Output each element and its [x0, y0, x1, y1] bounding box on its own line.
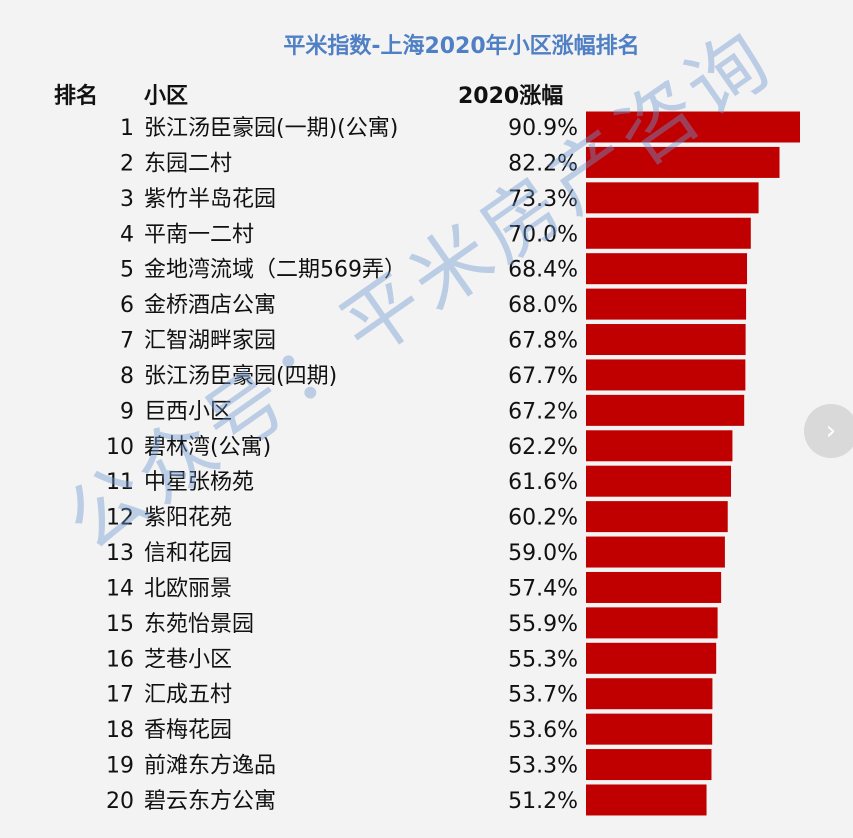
rank-label: 16: [106, 647, 134, 672]
category-label: 金地湾流域（二期569弄）: [144, 258, 406, 283]
category-label: 东园二村: [144, 151, 232, 176]
value-label: 62.2%: [508, 435, 578, 460]
header-value: 2020涨幅: [458, 84, 564, 109]
bar: [586, 324, 746, 356]
next-button[interactable]: ›: [804, 404, 853, 458]
value-label: 60.2%: [508, 506, 578, 531]
value-label: 67.7%: [508, 364, 578, 389]
category-label: 北欧丽景: [144, 576, 232, 601]
bar: [586, 536, 725, 568]
chart-title: 平米指数-上海2020年小区涨幅排名: [283, 34, 640, 59]
rank-label: 13: [106, 541, 134, 566]
value-label: 67.8%: [508, 329, 578, 354]
rank-label: 10: [106, 435, 134, 460]
value-label: 90.9%: [508, 116, 578, 141]
category-label: 紫竹半岛花园: [144, 187, 276, 212]
category-label: 芝巷小区: [144, 647, 232, 672]
category-label: 前滩东方逸品: [144, 754, 276, 779]
value-label: 51.2%: [508, 789, 578, 814]
category-label: 信和花园: [144, 541, 232, 566]
rank-label: 4: [120, 222, 134, 247]
value-label: 57.4%: [508, 576, 578, 601]
category-label: 金桥酒店公寓: [144, 293, 276, 318]
rank-label: 20: [106, 789, 134, 814]
bar: [586, 359, 746, 391]
rank-label: 1: [120, 116, 134, 141]
bar: [586, 571, 722, 603]
rank-label: 17: [106, 683, 134, 708]
bar: [586, 501, 728, 533]
rank-label: 7: [120, 329, 134, 354]
bar: [586, 749, 712, 781]
value-label: 82.2%: [508, 151, 578, 176]
category-label: 中星张杨苑: [144, 470, 254, 495]
value-label: 53.3%: [508, 754, 578, 779]
rank-label: 6: [120, 293, 134, 318]
rank-label: 3: [120, 187, 134, 212]
bar: [586, 784, 707, 816]
bar: [586, 607, 718, 639]
rank-label: 8: [120, 364, 134, 389]
bar: [586, 217, 751, 249]
category-label: 汇智湖畔家园: [144, 329, 276, 354]
value-label: 53.6%: [508, 718, 578, 743]
header-name: 小区: [144, 84, 189, 109]
category-label: 巨西小区: [144, 399, 232, 424]
rank-label: 5: [120, 258, 134, 283]
category-label: 碧林湾(公寓): [144, 435, 271, 460]
header-rank: 排名: [54, 84, 99, 109]
bar: [586, 146, 780, 178]
category-label: 香梅花园: [144, 718, 232, 743]
value-label: 55.9%: [508, 612, 578, 637]
category-label: 张江汤臣豪园(一期)(公寓): [144, 116, 398, 141]
value-label: 73.3%: [508, 187, 578, 212]
bar: [586, 465, 732, 497]
bar: [586, 111, 800, 143]
value-label: 55.3%: [508, 647, 578, 672]
value-label: 61.6%: [508, 470, 578, 495]
chevron-right-icon: ›: [825, 416, 837, 446]
bar: [586, 430, 733, 462]
bar: [586, 394, 745, 426]
bar: [586, 642, 717, 674]
bar: [586, 253, 748, 285]
category-label: 碧云东方公寓: [144, 789, 276, 814]
value-label: 59.0%: [508, 541, 578, 566]
category-label: 东苑怡景园: [144, 612, 254, 637]
category-label: 平南一二村: [144, 222, 254, 247]
bar: [586, 182, 759, 214]
category-label: 汇成五村: [144, 683, 232, 708]
value-label: 68.4%: [508, 258, 578, 283]
rank-label: 12: [106, 506, 134, 531]
rank-label: 9: [120, 399, 134, 424]
rank-label: 11: [106, 470, 134, 495]
rank-label: 2: [120, 151, 134, 176]
category-label: 张江汤臣豪园(四期): [144, 364, 337, 389]
category-label: 紫阳花苑: [144, 506, 232, 531]
value-label: 53.7%: [508, 683, 578, 708]
rank-label: 15: [106, 612, 134, 637]
value-label: 67.2%: [508, 399, 578, 424]
rank-label: 14: [106, 576, 134, 601]
bar: [586, 713, 713, 745]
value-label: 70.0%: [508, 222, 578, 247]
bar: [586, 678, 713, 710]
rank-label: 18: [106, 718, 134, 743]
bar: [586, 288, 747, 320]
rank-label: 19: [106, 754, 134, 779]
value-label: 68.0%: [508, 293, 578, 318]
